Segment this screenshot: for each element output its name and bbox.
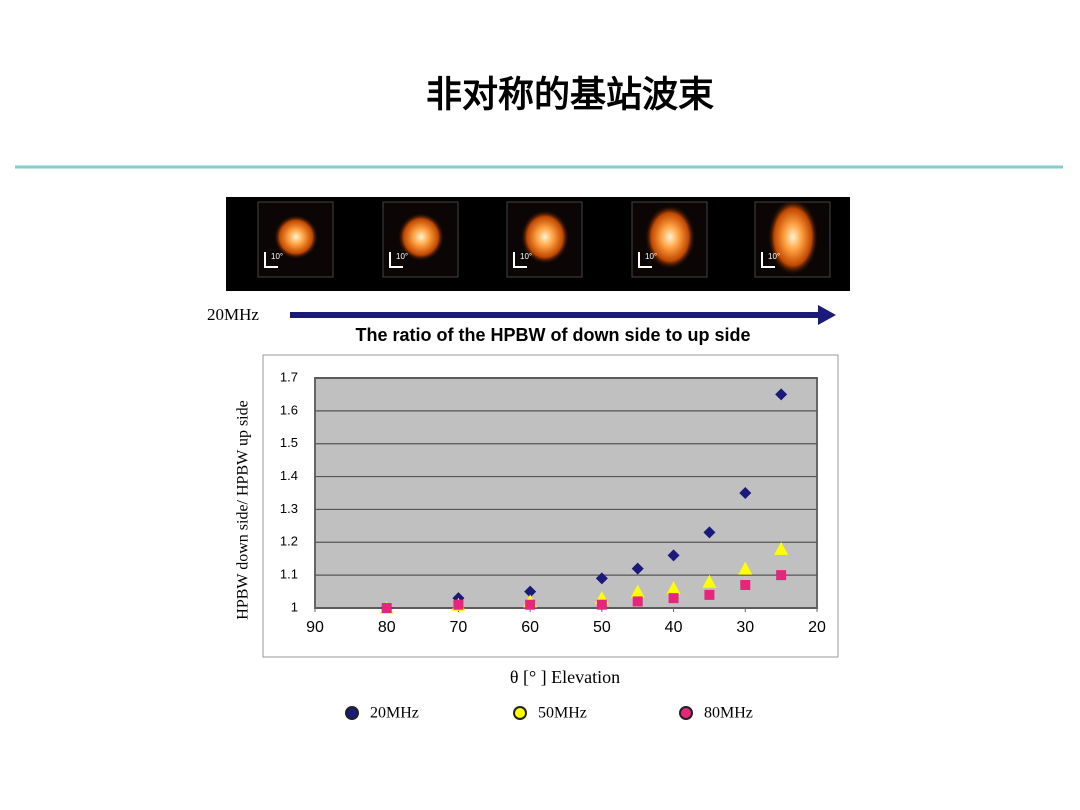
data-point: [668, 593, 679, 604]
legend-label: 20MHz: [370, 705, 419, 722]
data-point: [631, 562, 644, 575]
beam-glow: [398, 213, 444, 261]
data-point: [453, 599, 464, 610]
slide-title: 非对称的基站波束: [426, 74, 714, 115]
scale-label: 10°: [396, 252, 408, 261]
x-tick-label: 60: [521, 619, 539, 636]
data-point: [667, 549, 680, 562]
data-point: [702, 574, 717, 588]
arrow-label: 20MHz: [207, 305, 259, 324]
scale-bar: [761, 252, 775, 268]
data-point: [774, 541, 789, 555]
scale-bar: [638, 252, 652, 268]
x-tick-label: 30: [736, 619, 754, 636]
scale-bar: [264, 252, 278, 268]
x-tick-label: 20: [808, 619, 826, 636]
x-axis-label: θ [° ] Elevation: [510, 667, 620, 687]
beam-glow: [645, 205, 695, 269]
y-tick-label: 1.6: [280, 402, 298, 417]
scale-label: 10°: [768, 252, 780, 261]
data-point: [775, 388, 788, 401]
data-point: [630, 584, 645, 598]
beam-glow: [768, 199, 818, 275]
y-axis-label: HPBW down side/ HPBW up side: [235, 400, 252, 619]
data-point: [666, 581, 681, 595]
data-point: [525, 599, 536, 610]
beam-glow: [521, 210, 569, 264]
y-tick-label: 1.2: [280, 534, 298, 549]
data-point: [739, 487, 752, 499]
arrow-head: [818, 305, 836, 325]
legend-marker: [679, 706, 693, 720]
scale-label: 10°: [520, 252, 532, 261]
scale-bar: [389, 252, 403, 268]
legend-label: 50MHz: [538, 705, 587, 722]
beam-strip: 10° 10° 10° 10° 10°: [226, 197, 850, 291]
y-tick-label: 1.7: [280, 369, 298, 384]
data-point: [632, 596, 643, 607]
y-tick-label: 1.1: [280, 567, 298, 582]
x-tick-label: 70: [450, 619, 468, 636]
scale-label: 10°: [271, 252, 283, 261]
y-tick-label: 1.5: [280, 435, 298, 450]
y-tick-label: 1: [291, 599, 298, 614]
legend-marker: [345, 706, 359, 720]
data-point: [381, 603, 392, 613]
beam-glow: [274, 215, 318, 259]
data-point: [738, 561, 753, 575]
legend-marker: [513, 706, 527, 720]
scale-bar: [513, 252, 527, 268]
data-point: [704, 589, 715, 600]
x-tick-label: 40: [665, 619, 683, 636]
data-point: [596, 599, 607, 610]
data-point: [776, 570, 787, 581]
x-tick-label: 90: [306, 619, 324, 636]
scale-label: 10°: [645, 252, 657, 261]
y-tick-label: 1.4: [280, 468, 298, 483]
x-tick-label: 80: [378, 619, 396, 636]
x-tick-label: 50: [593, 619, 611, 636]
chart-title: The ratio of the HPBW of down side to up…: [356, 325, 751, 345]
data-point: [703, 526, 716, 539]
plot: 1 1.1 1.2 1.3 1.4 1.5 1.6 1.7 90 80 70 60 50 40 30 20 20…: [280, 369, 826, 721]
data-point: [524, 585, 537, 598]
data-point: [740, 580, 751, 590]
legend-label: 80MHz: [704, 705, 753, 722]
data-point: [595, 572, 608, 585]
y-tick-label: 1.3: [280, 501, 298, 516]
